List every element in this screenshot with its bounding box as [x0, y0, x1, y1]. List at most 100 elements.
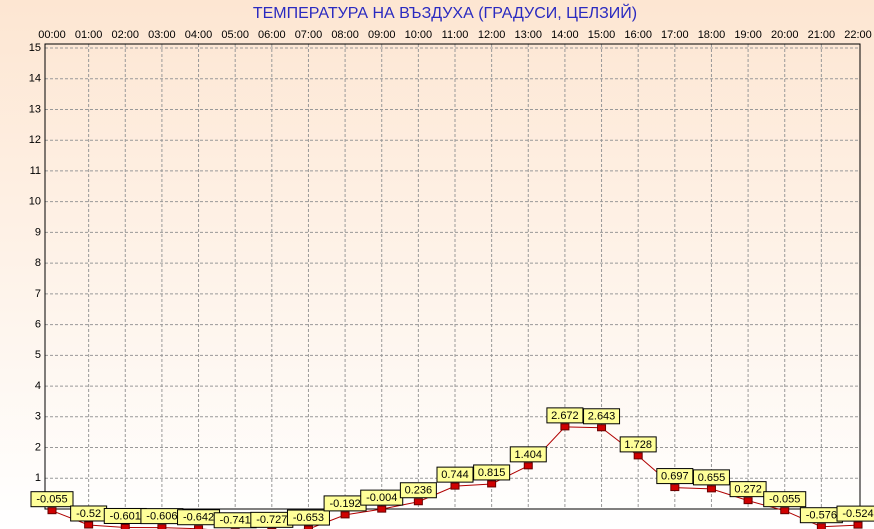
data-label: 2.672: [551, 410, 579, 422]
marker: [670, 484, 680, 492]
x-tick-label: 11:00: [442, 29, 469, 41]
marker: [743, 497, 753, 505]
data-label: 0.815: [478, 467, 506, 479]
label-box: [30, 491, 74, 508]
x-tick-label: 08:00: [331, 29, 359, 41]
data-label: -0.653: [293, 512, 324, 524]
data-label: 0.744: [441, 469, 469, 481]
marker: [523, 462, 533, 470]
data-label: -0.601: [110, 510, 141, 522]
x-tick-label: 06:00: [258, 29, 286, 41]
x-tick-label: 15:00: [588, 29, 616, 41]
marker: [450, 482, 460, 490]
label-box: [729, 481, 767, 498]
x-tick-label: 16:00: [624, 29, 652, 41]
x-tick-label: 03:00: [148, 29, 176, 41]
data-label: -0.52: [76, 508, 101, 520]
x-tick-label: 13:00: [515, 29, 543, 41]
y-tick-label: 3: [35, 411, 41, 423]
y-tick-label: 4: [35, 380, 41, 392]
x-tick-label: 09:00: [368, 29, 396, 41]
data-label: 0.272: [734, 484, 762, 496]
label-box: [546, 407, 584, 424]
plot-frame: [44, 43, 861, 510]
y-tick-label: 6: [35, 319, 41, 331]
label-box: [836, 505, 874, 522]
x-tick-label: 02:00: [112, 29, 140, 41]
x-tick-label: 19:00: [734, 29, 762, 41]
data-label: 0.655: [698, 472, 726, 484]
label-box: [692, 469, 730, 486]
x-tick-label: 00:00: [38, 29, 66, 41]
data-label: 2.643: [588, 411, 616, 423]
y-tick-label: 8: [35, 257, 41, 269]
marker: [706, 485, 716, 493]
y-tick-label: 2: [35, 441, 41, 453]
x-tick-label: 12:00: [478, 29, 506, 41]
x-tick-label: 22:00: [844, 29, 872, 41]
marker: [413, 498, 423, 506]
y-tick-label: 14: [29, 73, 41, 85]
data-label: -0.192: [329, 498, 360, 510]
marker: [633, 452, 643, 460]
y-tick-label: 13: [29, 103, 41, 115]
label-box: [509, 446, 547, 463]
marker: [340, 511, 350, 519]
x-tick-label: 01:00: [75, 29, 103, 41]
x-tick-label: 21:00: [808, 29, 836, 41]
marker: [120, 523, 130, 529]
label-box: [619, 436, 657, 453]
y-tick-label: 15: [29, 42, 41, 54]
label-box: [436, 466, 474, 483]
marker: [816, 523, 826, 529]
y-tick-label: 12: [29, 134, 41, 146]
y-tick-label: 7: [35, 288, 41, 300]
y-tick-label: 11: [30, 165, 41, 177]
marker: [597, 424, 607, 432]
marker: [303, 525, 313, 529]
data-label: 0.236: [405, 485, 433, 497]
data-label: -0.576: [806, 510, 837, 522]
label-box: [473, 464, 511, 481]
data-label: 0.697: [661, 470, 689, 482]
data-label: 1.404: [515, 449, 543, 461]
y-tick-label: 5: [35, 349, 41, 361]
y-tick-label: 1: [35, 472, 41, 484]
data-label: 1.728: [624, 439, 652, 451]
marker: [780, 507, 790, 515]
label-box: [286, 509, 330, 526]
data-label: -0.606: [146, 511, 177, 523]
marker: [157, 524, 167, 529]
y-tick-label: 10: [29, 196, 41, 208]
marker: [84, 521, 94, 529]
series: -0.055 -0.52 -0.601 -0.606 -0.642 -0.741 -0.72…: [30, 407, 874, 529]
label-box: [763, 491, 807, 508]
marker: [47, 507, 57, 515]
x-tick-label: 17:00: [661, 29, 689, 41]
x-tick-label: 20:00: [771, 29, 799, 41]
data-label: -0.741: [220, 515, 251, 527]
marker: [560, 423, 570, 431]
marker: [377, 505, 387, 513]
data-label: -0.055: [769, 494, 800, 506]
label-box: [583, 408, 621, 425]
x-tick-label: 14:00: [551, 29, 579, 41]
data-label: -0.524: [842, 508, 873, 520]
label-box: [656, 468, 694, 485]
marker: [487, 480, 497, 488]
x-tick-label: 18:00: [698, 29, 726, 41]
chart-title: ТЕМПЕРАТУРА НА ВЪЗДУХА (ГРАДУСИ, ЦЕЛЗИЙ): [253, 3, 637, 22]
y-tick-label: 9: [35, 226, 41, 238]
x-tick-label: 04:00: [185, 29, 213, 41]
x-tick-label: 10:00: [405, 29, 433, 41]
x-tick-label: 07:00: [295, 29, 323, 41]
data-label: -0.642: [183, 512, 214, 524]
label-box: [399, 482, 437, 499]
data-label: -0.055: [36, 494, 67, 506]
x-tick-label: 05:00: [221, 29, 249, 41]
data-label: -0.727: [256, 514, 287, 526]
data-label: -0.004: [366, 492, 397, 504]
marker: [853, 521, 863, 529]
